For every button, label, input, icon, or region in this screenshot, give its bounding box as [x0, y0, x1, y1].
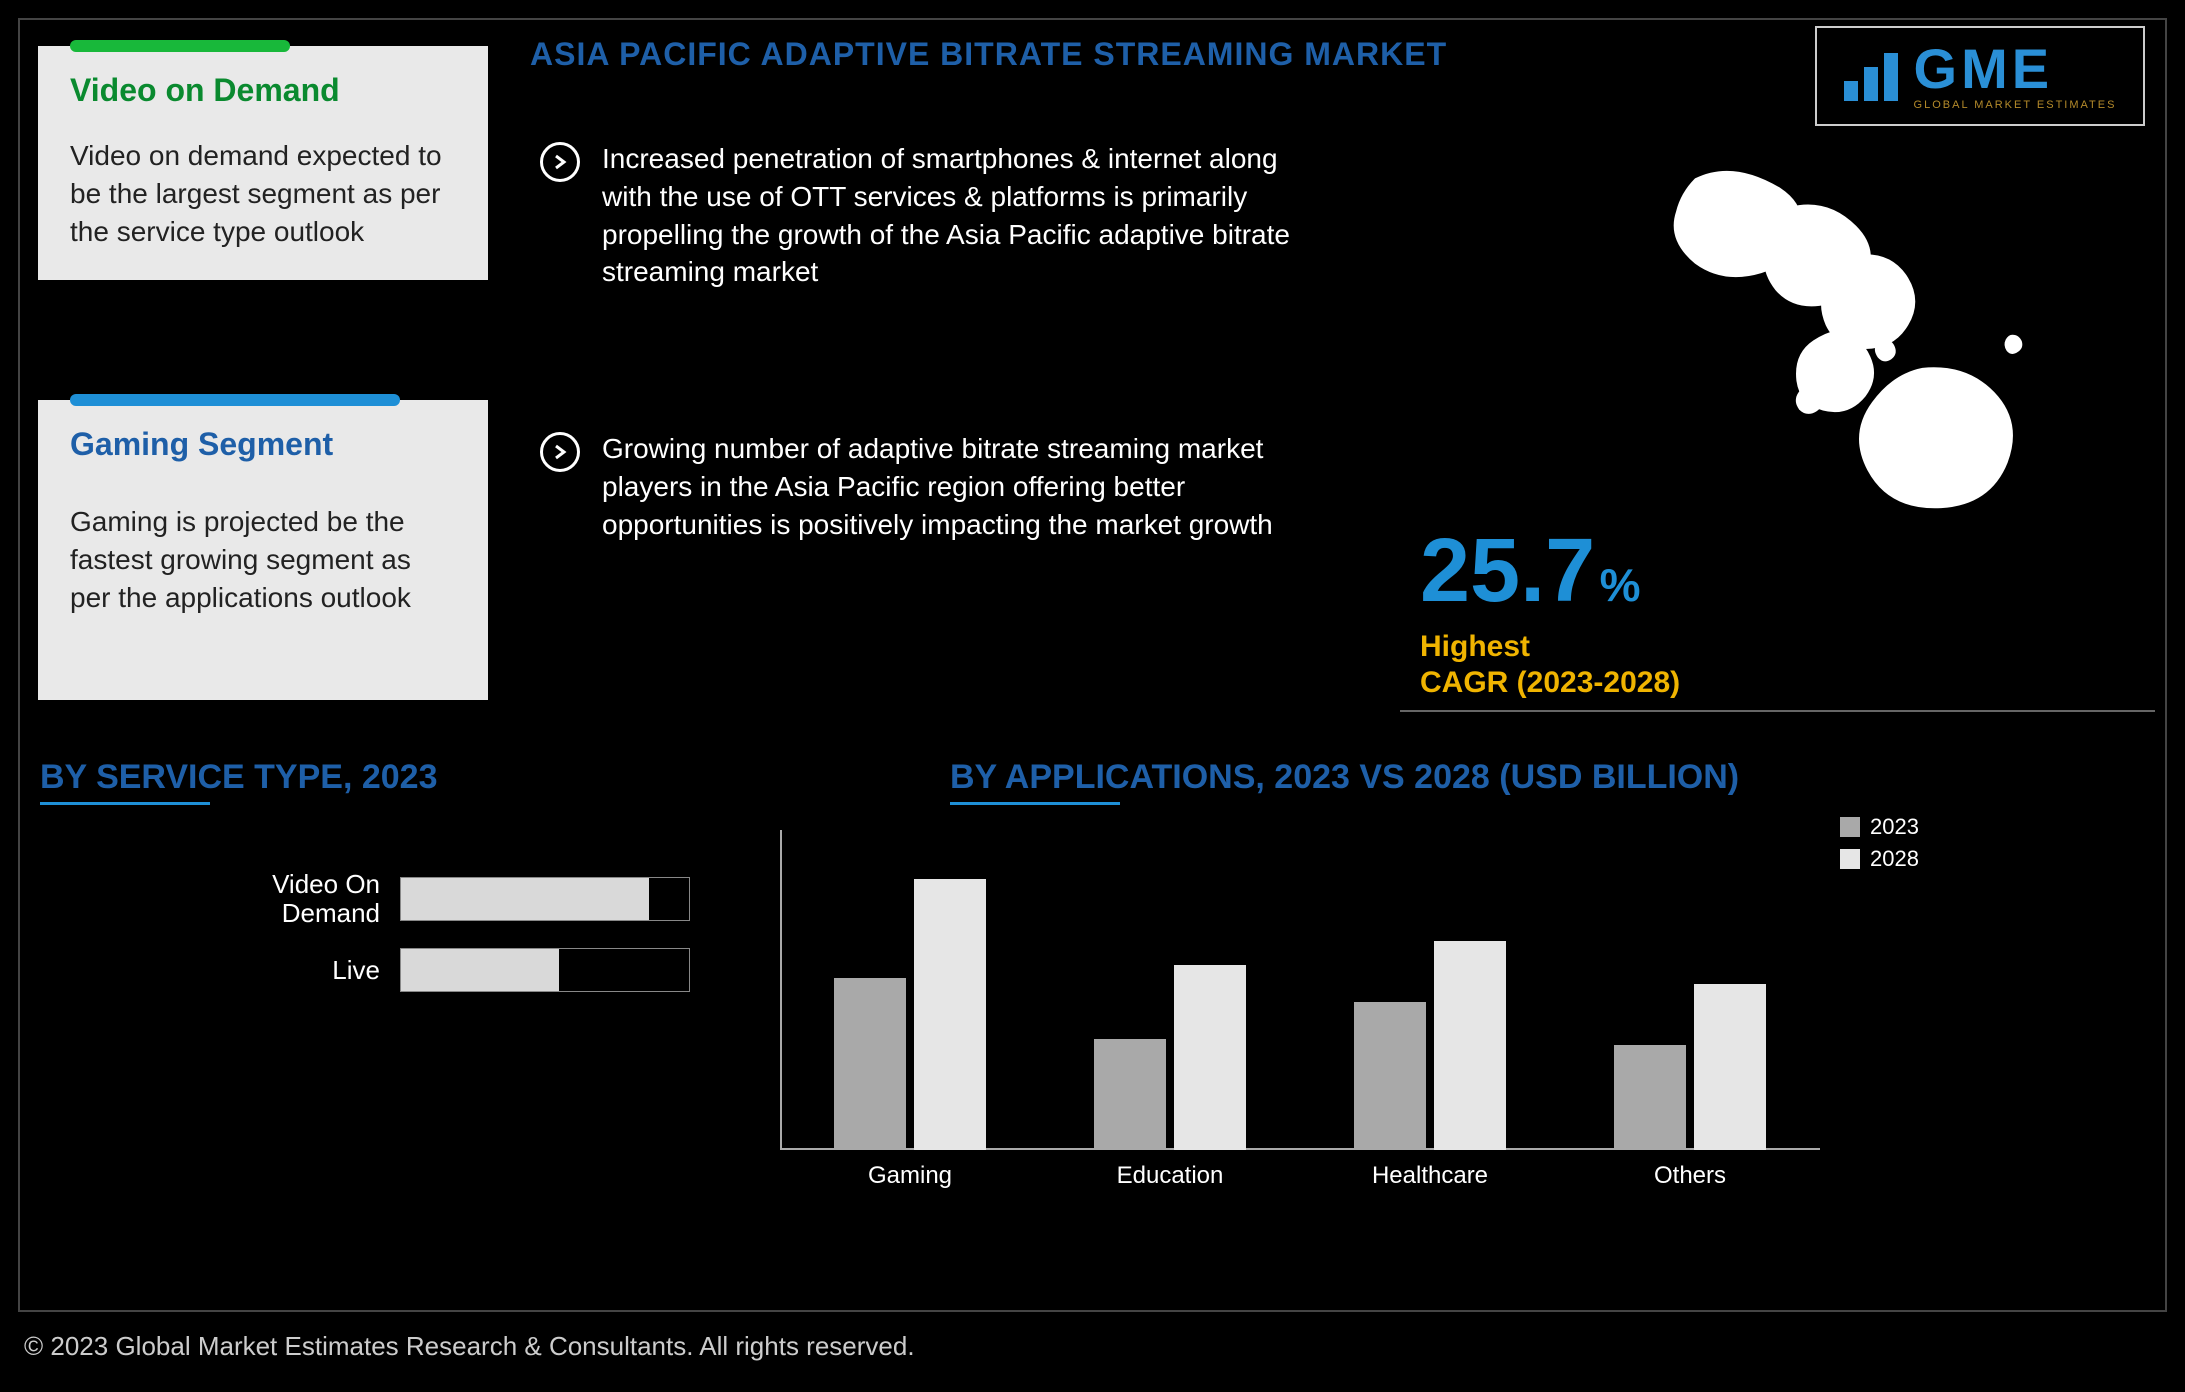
- main-title: ASIA PACIFIC ADAPTIVE BITRATE STREAMING …: [530, 36, 1447, 73]
- service-type-row: Video On Demand: [190, 870, 690, 927]
- card-title: Gaming Segment: [70, 426, 456, 463]
- legend-label: 2023: [1870, 814, 1919, 840]
- cagr-percent: %: [1600, 559, 1641, 611]
- bar-group: [834, 879, 986, 1150]
- bar: [1174, 965, 1246, 1150]
- category-label: Education: [1117, 1162, 1224, 1190]
- bar: [834, 978, 906, 1150]
- card-accent: [70, 40, 290, 52]
- bar-group: [1354, 941, 1506, 1150]
- card-body: Gaming is projected be the fastest growi…: [70, 503, 456, 616]
- legend-swatch: [1840, 849, 1860, 869]
- logo-bars-icon: [1844, 51, 1904, 101]
- card-title: Video on Demand: [70, 72, 456, 109]
- applications-title: BY APPLICATIONS, 2023 VS 2028 (USD BILLI…: [950, 758, 1739, 797]
- title-underline: [40, 802, 210, 805]
- bar: [1614, 1045, 1686, 1150]
- chevron-right-icon: [540, 432, 580, 472]
- copyright-footer: © 2023 Global Market Estimates Research …: [24, 1331, 915, 1362]
- bar: [1694, 984, 1766, 1150]
- service-type-row: Live: [190, 948, 690, 992]
- asia-pacific-map: [1625, 150, 2125, 510]
- category-label: Gaming: [868, 1162, 952, 1190]
- title-underline: [950, 802, 1120, 805]
- bar-group: [1614, 984, 1766, 1150]
- card-video-on-demand: Video on Demand Video on demand expected…: [38, 46, 488, 280]
- legend-item: 2028: [1840, 846, 1919, 872]
- legend-item: 2023: [1840, 814, 1919, 840]
- logo-text: GME: [1914, 41, 2054, 97]
- bar: [1094, 1039, 1166, 1150]
- legend-swatch: [1840, 817, 1860, 837]
- logo-subtext: GLOBAL MARKET ESTIMATES: [1914, 99, 2117, 111]
- key-point-1: Increased penetration of smartphones & i…: [540, 140, 1320, 291]
- chevron-right-icon: [540, 142, 580, 182]
- bar: [1434, 941, 1506, 1150]
- chart-legend: 2023 2028: [1840, 814, 1919, 878]
- applications-bar-chart: Gaming Education Healthcare Others: [780, 830, 1820, 1190]
- service-type-bar: [400, 877, 690, 921]
- card-gaming-segment: Gaming Segment Gaming is projected be th…: [38, 400, 488, 700]
- y-axis: [780, 830, 782, 1150]
- service-type-bar: [400, 948, 690, 992]
- cagr-value: 25.7: [1420, 521, 1595, 621]
- card-accent: [70, 394, 400, 406]
- bar-group: [1094, 965, 1246, 1150]
- service-type-title: BY SERVICE TYPE, 2023: [40, 758, 438, 797]
- gme-logo: GME GLOBAL MARKET ESTIMATES: [1815, 26, 2145, 126]
- category-label: Others: [1654, 1162, 1726, 1190]
- divider: [1400, 710, 2155, 712]
- service-type-label: Video On Demand: [190, 870, 380, 927]
- cagr-label: HighestCAGR (2023-2028): [1420, 629, 1680, 701]
- bullet-text: Growing number of adaptive bitrate strea…: [602, 430, 1320, 543]
- cagr-block: 25.7 % HighestCAGR (2023-2028): [1420, 520, 1680, 701]
- legend-label: 2028: [1870, 846, 1919, 872]
- key-point-2: Growing number of adaptive bitrate strea…: [540, 430, 1320, 543]
- category-label: Healthcare: [1372, 1162, 1488, 1190]
- card-body: Video on demand expected to be the large…: [70, 137, 456, 250]
- bar: [914, 879, 986, 1150]
- bar: [1354, 1002, 1426, 1150]
- service-type-label: Live: [190, 956, 380, 985]
- bullet-text: Increased penetration of smartphones & i…: [602, 140, 1320, 291]
